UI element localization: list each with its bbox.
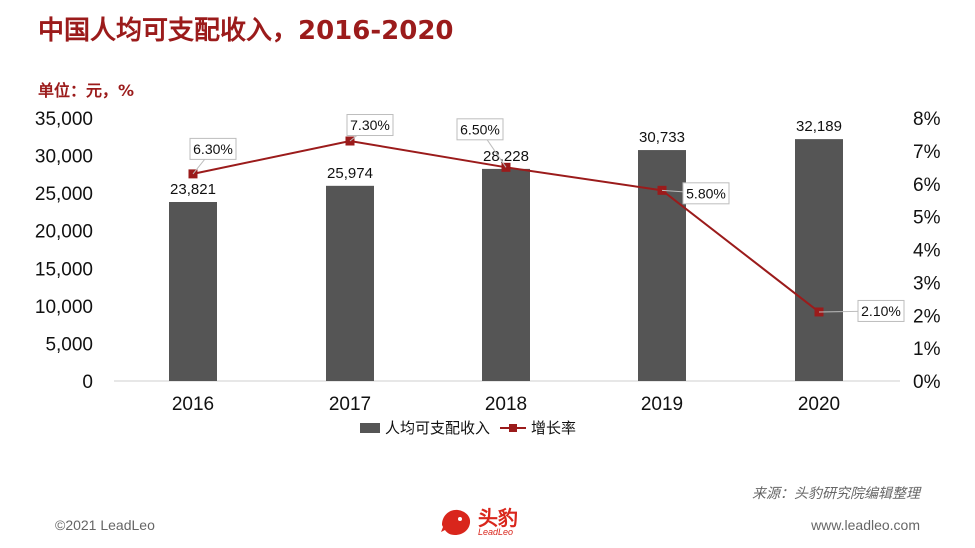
bar [326, 185, 374, 381]
line-label-box [857, 299, 905, 322]
legend-item-income: 人均可支配收入 [360, 417, 490, 438]
right-axis-tick-label: 4% [913, 241, 941, 262]
right-axis-tick-label: 2% [913, 306, 941, 327]
legend-bar-swatch [360, 422, 380, 433]
left-axis-tick-label: 30,000 [35, 147, 93, 168]
x-axis-tick-label: 2016 [172, 394, 214, 415]
bar [482, 168, 530, 381]
bar-data-labels: 23,821 25,974 28,228 30,733 32,189 [170, 118, 842, 198]
leadleo-logo: 头豹 LeadLeo [438, 505, 518, 539]
logo-text: 头豹 LeadLeo [478, 508, 518, 537]
bar-value-label: 25,974 [327, 165, 373, 182]
x-axis-tick-label: 2017 [329, 394, 371, 415]
line-label-box [189, 137, 237, 160]
x-axis-ticks: 2016 2017 2018 2019 2020 [172, 394, 840, 415]
left-axis-tick-label: 20,000 [35, 222, 93, 243]
page-title: 中国人均可支配收入，2016-2020 [38, 16, 454, 46]
bar-value-label: 23,821 [170, 181, 216, 198]
left-axis-tick-label: 15,000 [35, 259, 93, 280]
line-value-label: 5.80% [686, 185, 726, 201]
logo-en: LeadLeo [478, 526, 514, 537]
right-axis-tick-label: 7% [913, 142, 941, 163]
bar-series [169, 139, 843, 381]
bar-value-label: 32,189 [796, 118, 842, 135]
legend-line-swatch [500, 423, 527, 433]
bar-value-label: 30,733 [639, 129, 685, 146]
line-value-label: 2.10% [861, 303, 901, 319]
line-label-box [456, 118, 504, 141]
right-axis-tick-label: 6% [913, 175, 941, 196]
right-axis-tick-label: 1% [913, 339, 941, 360]
line-label-box [346, 114, 394, 137]
line-value-label: 7.30% [350, 117, 390, 133]
legend-label-growth: 增长率 [531, 419, 577, 437]
line-value-label: 6.30% [193, 141, 233, 157]
unit-label: 单位：元，% [38, 81, 135, 100]
legend: 人均可支配收入 增长率 [360, 417, 576, 438]
x-axis-tick-label: 2018 [485, 394, 527, 415]
right-axis-ticks: 0% 1% 2% 3% 4% 5% 6% 7% 8% [913, 109, 941, 393]
right-axis-tick-label: 5% [913, 208, 941, 229]
right-axis-tick-label: 0% [913, 372, 941, 393]
legend-item-growth: 增长率 [500, 417, 576, 438]
bar [169, 202, 217, 381]
logo-cn: 头豹 [478, 505, 518, 530]
bar-value-label: 28,228 [483, 148, 529, 165]
line-value-label: 6.50% [460, 121, 500, 137]
x-axis-tick-label: 2020 [798, 394, 840, 415]
line-label-box [682, 182, 730, 205]
legend-label-income: 人均可支配收入 [385, 419, 491, 437]
copyright: ©2021 LeadLeo [55, 517, 155, 533]
bar [638, 150, 686, 381]
left-axis-ticks: 0 5,000 10,000 15,000 20,000 25,000 30,000 35,0… [35, 109, 93, 393]
left-axis-tick-label: 10,000 [35, 297, 93, 318]
right-axis-tick-label: 8% [913, 109, 941, 130]
left-axis-tick-label: 5,000 [45, 334, 93, 355]
left-axis-tick-label: 35,000 [35, 109, 93, 130]
right-axis-tick-label: 3% [913, 273, 941, 294]
leopard-logo-icon [441, 509, 471, 535]
source-note: 来源：头豹研究院编辑整理 [752, 486, 920, 502]
website-link[interactable]: www.leadleo.com [811, 517, 920, 533]
x-axis-tick-label: 2019 [641, 394, 683, 415]
left-axis-tick-label: 0 [82, 372, 93, 393]
left-axis-tick-label: 25,000 [35, 184, 93, 205]
bar [795, 139, 843, 381]
line-data-labels: 6.30% 7.30% 6.50% 5.80% 2.10% [189, 114, 905, 322]
